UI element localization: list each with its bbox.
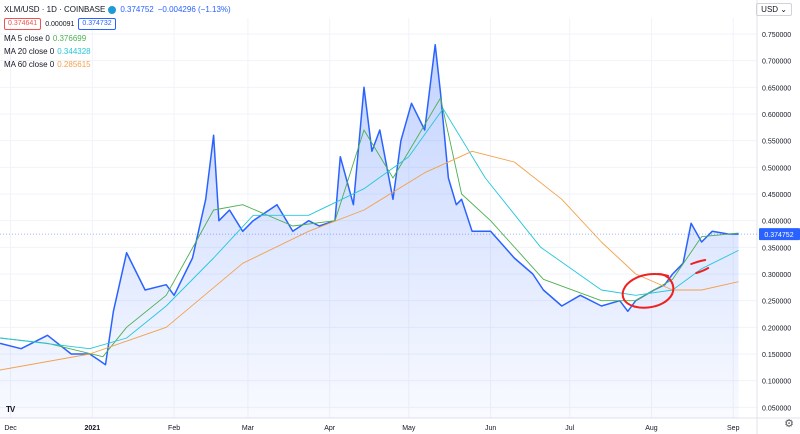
x-tick-label: Feb	[168, 425, 180, 432]
x-tick-label: Jul	[565, 425, 574, 432]
annotation-circle	[621, 273, 675, 309]
buy-button[interactable]: 0.374732	[78, 18, 116, 30]
time-axis: Dec 2021 Feb Mar Apr May Jun Jul Aug Sep	[4, 425, 739, 432]
current-price-label: 0.374752	[764, 232, 793, 239]
ma-line-2	[0, 108, 739, 350]
y-tick-label: 0.200000	[762, 325, 791, 332]
y-tick-label: 0.550000	[762, 139, 791, 146]
y-tick-label: 0.650000	[762, 85, 791, 92]
currency-select[interactable]: USD ⌄	[756, 3, 792, 16]
y-tick-label: 0.100000	[762, 379, 791, 386]
indicator-ma60[interactable]: MA 60 close 0 0.285615	[4, 58, 231, 71]
y-tick-label: 0.450000	[762, 192, 791, 199]
price-area	[0, 44, 739, 418]
sell-button[interactable]: 0.374641	[4, 18, 42, 30]
indicator-label: MA 60 close 0	[4, 60, 55, 69]
x-tick-label: Sep	[727, 425, 740, 432]
current-price-tag	[759, 228, 800, 241]
annotation-mark	[695, 267, 710, 274]
currency-label: USD	[761, 5, 779, 14]
price-area-fill	[0, 44, 739, 418]
y-tick-label: 0.500000	[762, 165, 791, 172]
y-tick-label: 0.050000	[762, 405, 791, 412]
x-tick-label: Dec	[4, 425, 17, 432]
x-tick-label: 2021	[85, 425, 101, 432]
gear-icon[interactable]: ⚙	[784, 418, 794, 430]
x-tick-label: May	[402, 425, 416, 432]
y-tick-label: 0.600000	[762, 112, 791, 119]
y-tick-label: 0.700000	[762, 59, 791, 66]
annotation-mark	[690, 259, 707, 265]
indicator-ma5[interactable]: MA 5 close 0 0.376699	[4, 32, 231, 45]
indicator-value: 0.376699	[52, 34, 87, 43]
current-price-line: 0.374752	[0, 228, 800, 241]
x-tick-label: Jun	[485, 425, 496, 432]
indicator-value: 0.344328	[57, 47, 91, 56]
last-price: 0.374752	[120, 5, 154, 14]
symbol-title: XLM/USD · 1D · COINBASE	[4, 5, 106, 14]
symbol-row: XLM/USD · 1D · COINBASE 0.374752 −0.0042…	[4, 3, 231, 16]
price-change: −0.004296 (−1.13%)	[157, 5, 231, 14]
spread-value: 0.000091	[45, 20, 75, 28]
x-tick-label: Mar	[242, 425, 255, 432]
indicator-label: MA 20 close 0	[4, 47, 55, 56]
chevron-down-icon: ⌄	[780, 5, 787, 14]
y-tick-label: 0.350000	[762, 245, 791, 252]
chart-legend: XLM/USD · 1D · COINBASE 0.374752 −0.0042…	[4, 3, 231, 71]
y-tick-label: 0.150000	[762, 352, 791, 359]
y-tick-label: 0.300000	[762, 272, 791, 279]
indicator-label: MA 5 close 0	[4, 34, 50, 43]
order-row: 0.374641 0.000091 0.374732	[4, 16, 231, 32]
ma-line-3	[0, 150, 739, 371]
x-tick-label: Apr	[324, 425, 336, 432]
indicator-ma20[interactable]: MA 20 close 0 0.344328	[4, 45, 231, 58]
y-tick-label: 0.250000	[762, 299, 791, 306]
x-tick-label: Aug	[645, 425, 658, 432]
y-tick-label: 0.400000	[762, 219, 791, 226]
hand-drawn-annotation	[621, 259, 710, 309]
y-tick-label: 0.750000	[762, 32, 791, 39]
indicator-value: 0.285615	[57, 60, 91, 69]
price-axis: 0.750000 0.700000 0.650000 0.600000 0.550000…	[762, 32, 791, 412]
market-status-icon	[108, 5, 117, 14]
tv-logo: TV	[6, 405, 15, 414]
